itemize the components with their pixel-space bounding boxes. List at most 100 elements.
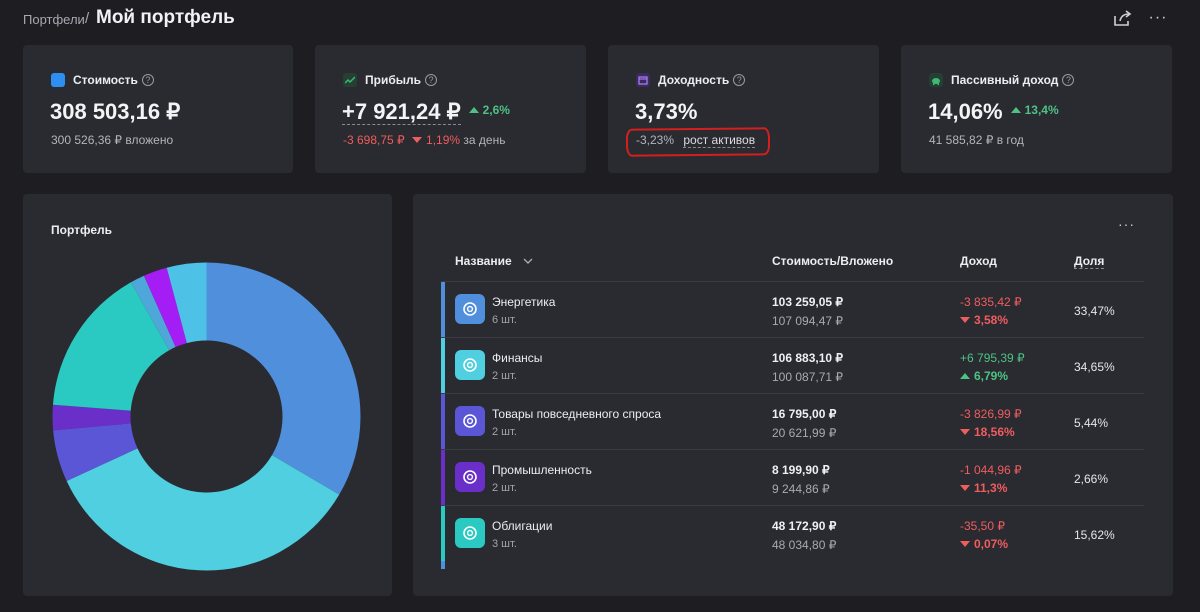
donut-slice-3[interactable] <box>53 423 138 482</box>
category-name[interactable]: Облигации <box>492 519 553 533</box>
table-row[interactable]: Финансы 2 шт. 106 883,10 ₽ 100 087,71 ₽ … <box>441 337 1144 394</box>
holdings-table-card: ··· Название Стоимость/Вложено Доход Дол… <box>413 194 1173 596</box>
category-income: +6 795,39 ₽ <box>960 351 1025 365</box>
piggy-bank-icon <box>929 73 943 87</box>
day-change: -3 698,75 ₽ 1,19% за день <box>343 133 505 147</box>
donut-chart <box>52 262 361 571</box>
column-header-income[interactable]: Доход <box>960 254 997 268</box>
category-invested: 48 034,80 ₽ <box>772 538 837 552</box>
category-invested: 9 244,86 ₽ <box>772 482 830 496</box>
breadcrumb-separator: / <box>85 10 90 27</box>
category-name[interactable]: Товары повседневного спроса <box>492 407 662 421</box>
yield-amount: 3,73% <box>635 99 698 124</box>
category-cost: 103 259,05 ₽ <box>772 295 844 309</box>
category-cost: 16 795,00 ₽ <box>772 407 837 421</box>
category-name[interactable]: Финансы <box>492 351 543 365</box>
yield-card: Доходность ? 3,73% -3,23% рост активов <box>608 45 879 173</box>
category-icon <box>455 406 485 436</box>
asset-growth-pct: -3,23% <box>636 133 675 147</box>
category-income: -35,50 ₽ <box>960 519 1005 533</box>
more-horizontal-icon[interactable]: ··· <box>1148 9 1168 26</box>
share-icon[interactable] <box>1111 8 1133 28</box>
column-header-share[interactable]: Доля <box>1074 254 1105 269</box>
scroll-indicator <box>441 561 445 569</box>
category-color-bar <box>441 282 445 338</box>
category-share: 15,62% <box>1074 528 1115 542</box>
category-income-pct: 3,58% <box>960 313 1008 327</box>
chart-title: Портфель <box>51 223 113 237</box>
table-row[interactable]: Энергетика 6 шт. 103 259,05 ₽ 107 094,47… <box>441 281 1144 338</box>
donut-slice-5[interactable] <box>52 282 170 411</box>
passive-amount: 14,06% 13,4% <box>928 99 1059 124</box>
category-icon <box>455 350 485 380</box>
category-name[interactable]: Промышленность <box>492 463 592 477</box>
category-cost: 8 199,90 ₽ <box>772 463 830 477</box>
category-income-pct: 18,56% <box>960 425 1015 439</box>
donut-slice[interactable] <box>130 275 176 351</box>
value-label: Стоимость <box>73 73 138 87</box>
donut-slice-2[interactable] <box>66 448 340 571</box>
yield-label: Доходность <box>658 73 730 87</box>
category-income: -3 835,42 ₽ <box>960 295 1022 309</box>
category-icon <box>455 518 485 548</box>
breadcrumb-portfolios-link[interactable]: Портфели <box>23 12 85 27</box>
asset-growth-label[interactable]: рост активов <box>683 133 756 148</box>
invested-amount: 300 526,36 ₽ вложено <box>51 133 174 147</box>
day-suffix: за день <box>463 133 506 147</box>
column-header-cost[interactable]: Стоимость/Вложено <box>772 254 894 268</box>
category-income-pct: 6,79% <box>960 369 1008 383</box>
table-row[interactable]: Облигации 3 шт. 48 172,90 ₽ 48 034,80 ₽ … <box>441 505 1144 562</box>
category-invested: 107 094,47 ₽ <box>772 314 844 328</box>
donut-slice-4[interactable] <box>52 404 131 431</box>
calendar-icon <box>636 73 650 87</box>
table-row[interactable]: Товары повседневного спроса 2 шт. 16 795… <box>441 393 1144 450</box>
day-amount: -3 698,75 ₽ <box>343 133 405 147</box>
category-cost: 106 883,10 ₽ <box>772 351 844 365</box>
category-income-pct: 11,3% <box>960 481 1007 495</box>
category-share: 33,47% <box>1074 304 1115 318</box>
passive-yearly: 41 585,82 ₽ в год <box>929 133 1024 147</box>
category-share: 2,66% <box>1074 472 1109 486</box>
category-qty: 2 шт. <box>492 482 517 494</box>
passive-pct: 13,4% <box>1010 103 1059 117</box>
help-icon[interactable]: ? <box>1062 74 1075 86</box>
asset-growth: -3,23% рост активов <box>636 133 756 148</box>
help-icon[interactable]: ? <box>141 74 154 86</box>
profit-card: Прибыль ? +7 921,24 ₽ 2,6% -3 698,75 ₽ 1,… <box>315 45 586 173</box>
column-header-name[interactable]: Название <box>455 254 533 268</box>
profit-value: +7 921,24 ₽ <box>342 99 461 125</box>
profit-label: Прибыль <box>365 73 421 87</box>
page-title: Мой портфель <box>96 7 235 28</box>
category-qty: 3 шт. <box>492 538 517 550</box>
red-highlight-annotation <box>625 127 771 157</box>
chevron-down-icon[interactable] <box>523 254 533 268</box>
category-color-bar <box>441 338 445 394</box>
category-cost: 48 172,90 ₽ <box>772 519 837 533</box>
value-amount: 308 503,16 ₽ <box>50 99 181 124</box>
category-share: 34,65% <box>1074 360 1115 374</box>
category-color-bar <box>441 450 445 506</box>
portfolio-chart-card: Портфель <box>23 194 392 596</box>
day-pct: 1,19% <box>412 133 460 147</box>
table-row[interactable]: Промышленность 2 шт. 8 199,90 ₽ 9 244,86… <box>441 449 1144 506</box>
help-icon[interactable]: ? <box>425 74 437 86</box>
help-icon[interactable]: ? <box>733 74 746 86</box>
category-income-pct: 0,07% <box>960 537 1008 551</box>
category-invested: 100 087,71 ₽ <box>772 370 844 384</box>
category-invested: 20 621,99 ₽ <box>772 426 837 440</box>
category-icon <box>455 462 485 492</box>
donut-slice-1[interactable] <box>206 262 361 495</box>
wallet-icon <box>51 73 65 87</box>
category-color-bar <box>441 506 445 562</box>
more-horizontal-icon[interactable]: ··· <box>1118 216 1135 232</box>
passive-income-card: Пассивный доход ? 14,06% 13,4% 41 585,82 … <box>901 45 1172 173</box>
donut-slice[interactable] <box>143 267 187 348</box>
category-name[interactable]: Энергетика <box>492 295 556 309</box>
category-share: 5,44% <box>1074 416 1109 430</box>
category-qty: 2 шт. <box>492 370 517 382</box>
donut-slice[interactable] <box>166 262 207 344</box>
category-color-bar <box>441 394 445 450</box>
chart-icon <box>343 73 357 87</box>
category-qty: 6 шт. <box>492 314 517 326</box>
category-income: -1 044,96 ₽ <box>960 463 1022 477</box>
